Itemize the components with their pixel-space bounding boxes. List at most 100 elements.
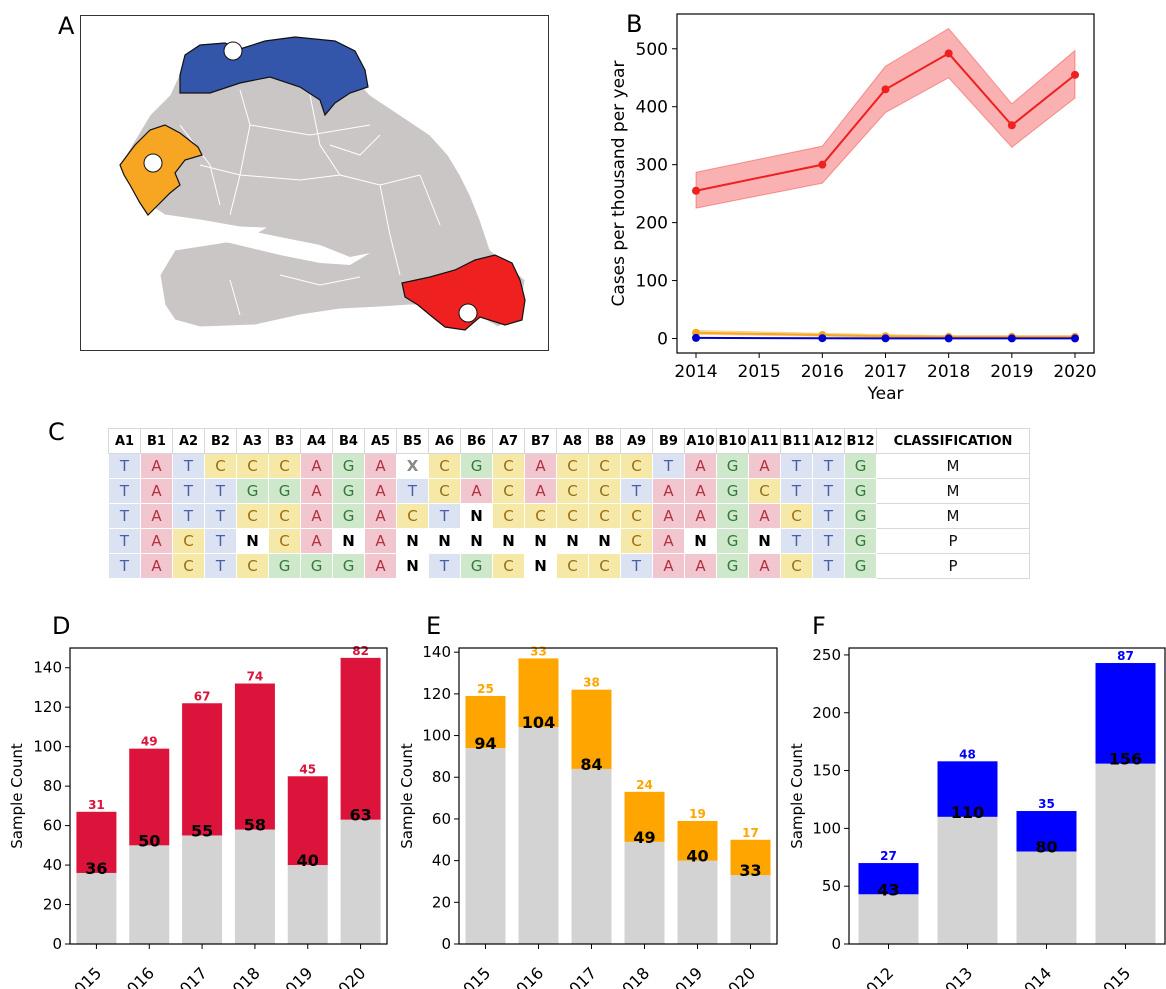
column-header: A5 <box>364 428 397 454</box>
data-point <box>1071 334 1079 343</box>
base-cell: G <box>716 478 749 504</box>
base-cell: A <box>364 503 397 529</box>
bar-label-top: 17 <box>742 826 759 840</box>
y-tick-label: 80 <box>432 768 451 786</box>
base-cell: G <box>716 453 749 479</box>
bar-top <box>1016 811 1077 852</box>
data-point <box>818 334 827 343</box>
base-cell: G <box>268 478 301 504</box>
bar-label-top: 31 <box>88 798 105 812</box>
base-cell: N <box>748 528 781 554</box>
base-cell: A <box>140 553 173 579</box>
x-tick-label: 2020 <box>1053 362 1096 382</box>
base-cell: T <box>812 453 845 479</box>
base-cell: A <box>748 503 781 529</box>
base-cell: N <box>236 528 269 554</box>
y-tick-label: 20 <box>432 893 451 911</box>
column-header: B1 <box>140 428 173 454</box>
base-cell: A <box>364 478 397 504</box>
country-shape <box>119 40 526 328</box>
base-cell: N <box>524 528 557 554</box>
base-cell: C <box>748 478 781 504</box>
x-tick-label: 2018 <box>611 963 653 989</box>
bar-label-top: 49 <box>141 735 158 749</box>
base-cell: T <box>780 478 813 504</box>
base-cell: A <box>300 528 333 554</box>
gambia-gap <box>165 217 370 265</box>
base-cell: T <box>812 478 845 504</box>
base-cell: A <box>300 478 333 504</box>
bar-chart-f: 43 27 2012 110 48 2013 80 35 2014 156 87 2015 0 50 100… <box>788 646 1166 989</box>
data-point <box>818 160 827 169</box>
base-cell: T <box>108 478 141 504</box>
data-point <box>944 334 953 343</box>
data-point <box>692 186 700 195</box>
base-cell: G <box>460 553 493 579</box>
base-cell: G <box>716 553 749 579</box>
x-tick-label: 2016 <box>116 963 158 989</box>
bar-label-top: 24 <box>636 778 653 792</box>
bar-top <box>465 695 506 749</box>
y-tick-label: 250 <box>812 646 841 664</box>
x-tick-label: 2020 <box>717 963 759 989</box>
plot-frame <box>458 647 778 945</box>
site-marker-blue <box>223 41 243 61</box>
panel-label-a: A <box>58 12 75 40</box>
bar-label-base: 110 <box>951 803 984 822</box>
data-point <box>692 333 700 342</box>
column-header: A11 <box>748 428 781 454</box>
bar-label-top: 35 <box>1038 797 1055 811</box>
y-tick-label: 120 <box>422 685 451 703</box>
column-header: A1 <box>108 428 141 454</box>
y-tick-label: 100 <box>33 738 62 756</box>
base-cell: N <box>684 528 717 554</box>
column-header: A6 <box>428 428 461 454</box>
bar-label-base: 40 <box>686 847 708 866</box>
base-cell: C <box>236 503 269 529</box>
base-cell: G <box>332 503 365 529</box>
x-axis-label: Year <box>867 384 904 400</box>
base-cell: C <box>556 553 589 579</box>
base-cell: T <box>108 528 141 554</box>
column-header: A4 <box>300 428 333 454</box>
bar-label-base: 156 <box>1109 750 1142 769</box>
y-axis-label: Sample Count <box>8 743 26 849</box>
column-header: A7 <box>492 428 525 454</box>
bar-label-top: 38 <box>583 676 600 690</box>
base-cell: C <box>556 503 589 529</box>
column-header: B2 <box>204 428 237 454</box>
base-cell: T <box>428 553 461 579</box>
base-cell: A <box>652 528 685 554</box>
base-cell: C <box>588 453 621 479</box>
x-tick-label: 2019 <box>664 963 706 989</box>
base-cell: N <box>460 528 493 554</box>
y-tick-label: 200 <box>812 704 841 722</box>
column-header: B4 <box>332 428 365 454</box>
bar-label-base: 43 <box>877 880 899 899</box>
base-cell: T <box>108 453 141 479</box>
column-header: B8 <box>588 428 621 454</box>
bar-base <box>234 829 275 944</box>
region-red <box>401 254 526 331</box>
y-tick-label: 140 <box>33 659 62 677</box>
base-cell: C <box>172 528 205 554</box>
bar-label-top: 82 <box>352 644 369 658</box>
data-point <box>1007 121 1016 130</box>
y-tick-label: 60 <box>43 817 62 835</box>
base-cell: C <box>236 453 269 479</box>
base-cell: A <box>748 453 781 479</box>
base-cell: T <box>172 478 205 504</box>
base-cell: C <box>588 478 621 504</box>
classification-cell: P <box>876 528 1030 554</box>
x-tick-label: 2014 <box>674 362 717 382</box>
x-tick-label: 2015 <box>738 362 781 382</box>
bar-base <box>76 872 117 944</box>
y-tick-label: 100 <box>422 727 451 745</box>
base-cell: T <box>108 553 141 579</box>
bar-base <box>129 845 170 944</box>
bar-label-top: 67 <box>194 689 211 703</box>
base-cell: N <box>524 553 557 579</box>
base-cell: C <box>492 553 525 579</box>
region-borders <box>179 89 441 316</box>
